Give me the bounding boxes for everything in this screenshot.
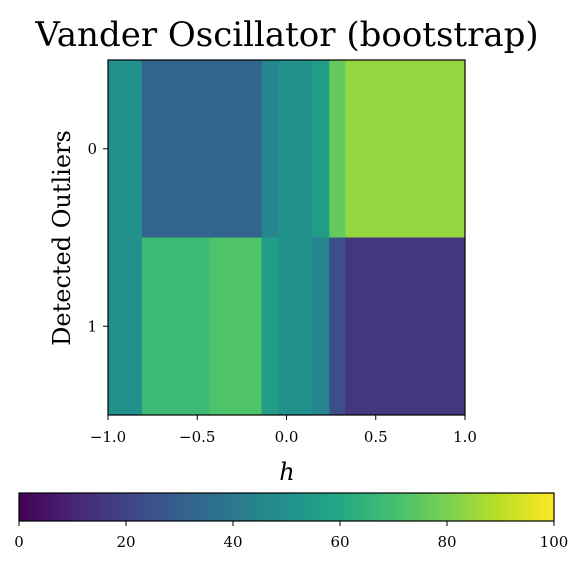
x-tick-label: 1.0 bbox=[453, 428, 477, 446]
chart-title: Vander Oscillator (bootstrap) bbox=[34, 15, 538, 55]
heatmap-cell bbox=[345, 237, 466, 416]
heatmap-cell bbox=[141, 60, 195, 238]
heatmap-cell bbox=[277, 237, 312, 416]
heatmap-cell bbox=[209, 237, 245, 416]
colorbar-tick-label: 0 bbox=[14, 533, 24, 551]
heatmap-cell bbox=[141, 237, 195, 416]
colorbar-tick-label: 60 bbox=[330, 533, 349, 551]
x-tick-label: 0.5 bbox=[364, 428, 388, 446]
x-axis-label: h bbox=[279, 458, 294, 486]
heatmap-cell bbox=[261, 237, 278, 416]
heatmap-cell bbox=[243, 237, 262, 416]
heatmap-cell bbox=[193, 60, 211, 238]
y-axis-ticks: 01 bbox=[87, 140, 108, 335]
heatmap-cell bbox=[345, 60, 466, 238]
heatmap-cell bbox=[209, 60, 245, 238]
colorbar bbox=[18, 492, 555, 522]
colorbar-tick-label: 40 bbox=[223, 533, 242, 551]
heatmap-cell bbox=[329, 237, 346, 416]
heatmap-cell bbox=[108, 60, 143, 238]
y-axis-label: Detected Outliers bbox=[48, 130, 76, 346]
x-tick-label: −0.5 bbox=[179, 428, 215, 446]
x-tick-label: 0.0 bbox=[275, 428, 299, 446]
heatmap-cells bbox=[108, 60, 466, 416]
y-tick-label: 1 bbox=[87, 317, 97, 335]
colorbar-tick-label: 20 bbox=[116, 533, 135, 551]
x-tick-label: −1.0 bbox=[90, 428, 126, 446]
heatmap-cell bbox=[243, 60, 262, 238]
colorbar-ticks: 0 20 40 60 80 100 bbox=[14, 521, 568, 551]
heatmap-cell bbox=[329, 60, 346, 238]
heatmap-cell bbox=[261, 60, 278, 238]
heatmap-cell bbox=[277, 60, 312, 238]
heatmap-cell bbox=[311, 237, 330, 416]
heatmap-cell bbox=[311, 60, 330, 238]
colorbar-tick-label: 100 bbox=[540, 533, 569, 551]
y-tick-label: 0 bbox=[87, 140, 97, 158]
colorbar-tick-label: 80 bbox=[437, 533, 456, 551]
x-axis-ticks: −1.0 −0.5 0.0 0.5 1.0 bbox=[90, 415, 477, 446]
heatmap-cell bbox=[193, 237, 211, 416]
heatmap-cell bbox=[108, 237, 143, 416]
